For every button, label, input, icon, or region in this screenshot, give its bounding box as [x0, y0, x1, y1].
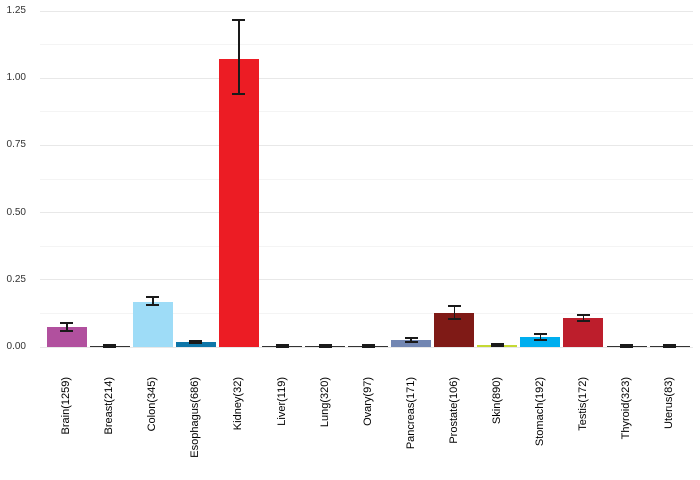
y-tick-label: 0.25 — [6, 273, 26, 285]
error-bar-line — [66, 323, 68, 332]
major-gridline — [40, 279, 693, 281]
x-tick-label: Esophagus(686) — [189, 377, 202, 458]
error-bar-cap-top — [103, 344, 117, 347]
x-tick-label: Prostate(106) — [447, 377, 460, 444]
error-bar-cap-top — [146, 296, 160, 298]
major-gridline — [40, 10, 693, 12]
error-bar-cap-top — [189, 339, 203, 342]
y-tick-label: 0.00 — [6, 341, 26, 352]
error-bar-cap-top — [232, 19, 246, 22]
minor-gridline — [40, 178, 693, 180]
x-tick-label: Stomach(192) — [533, 377, 546, 447]
major-gridline — [40, 77, 693, 79]
error-bar-cap-top — [533, 333, 547, 336]
y-tick-label: 0.75 — [6, 139, 26, 151]
error-bar-cap-bottom — [490, 345, 504, 348]
bar — [563, 318, 604, 347]
x-tick-label: Breast(214) — [103, 377, 116, 435]
error-bar-cap-top — [620, 344, 633, 347]
x-tick-label: Colon(345) — [146, 377, 159, 432]
error-bar-line — [582, 315, 585, 321]
error-bar-cap-top — [275, 344, 289, 347]
bar — [391, 339, 432, 347]
error-bar-cap-top — [60, 322, 74, 325]
bar — [132, 302, 173, 347]
y-tick-label: 0.50 — [6, 206, 26, 218]
error-bar-cap-top — [361, 344, 375, 347]
error-bar-cap-top — [490, 343, 504, 346]
error-bar-cap-bottom — [60, 330, 74, 333]
error-bar-cap-bottom — [103, 345, 117, 348]
bar — [218, 59, 259, 347]
error-bar-cap-top — [447, 304, 461, 307]
x-tick-label: Kidney(32) — [232, 377, 245, 431]
minor-gridline — [40, 111, 693, 113]
error-bar-cap-bottom — [318, 345, 332, 348]
error-bar-cap-bottom — [576, 319, 590, 322]
error-bar-line — [195, 340, 197, 344]
error-bar-line — [539, 334, 542, 340]
error-bar-cap-top — [318, 344, 332, 347]
error-bar-cap-bottom — [533, 338, 547, 341]
error-bar-cap-bottom — [361, 345, 375, 348]
error-bar-cap-top — [576, 314, 590, 316]
bar — [46, 327, 87, 347]
error-bar-cap-bottom — [275, 345, 289, 348]
error-bar-line — [453, 305, 455, 319]
x-tick-label: Pancreas(171) — [404, 377, 417, 450]
error-bar-cap-bottom — [447, 318, 461, 320]
minor-gridline — [40, 312, 693, 314]
error-bar-line — [410, 337, 412, 342]
y-tick-label: 1.00 — [6, 72, 26, 84]
x-tick-label: Brain(1259) — [60, 377, 73, 435]
y-tick-label: 1.25 — [6, 5, 26, 16]
major-gridline — [40, 144, 693, 146]
bar — [520, 337, 561, 347]
error-bar-line — [152, 297, 154, 306]
x-tick-label: Skin(890) — [490, 377, 503, 425]
error-bar-cap-top — [404, 336, 418, 339]
x-tick-label: Thyroid(323) — [620, 377, 632, 440]
x-tick-label: Ovary(97) — [361, 377, 374, 426]
x-tick-label: Uterus(83) — [663, 377, 675, 429]
major-gridline — [40, 212, 693, 214]
error-bar-cap-bottom — [663, 345, 676, 348]
minor-gridline — [40, 245, 693, 247]
error-bar-line — [238, 20, 240, 95]
bar — [175, 341, 216, 347]
error-bar-cap-bottom — [189, 342, 203, 345]
x-tick-label: Lung(320) — [318, 377, 331, 428]
error-bar-cap-bottom — [146, 304, 160, 307]
error-bar-cap-top — [663, 344, 676, 347]
error-bar-cap-bottom — [404, 340, 418, 343]
x-tick-label: Liver(119) — [275, 377, 288, 426]
error-bar-cap-bottom — [620, 345, 633, 348]
x-tick-label: Testis(172) — [576, 377, 589, 431]
minor-gridline — [40, 44, 693, 46]
error-bar-cap-bottom — [232, 93, 246, 96]
